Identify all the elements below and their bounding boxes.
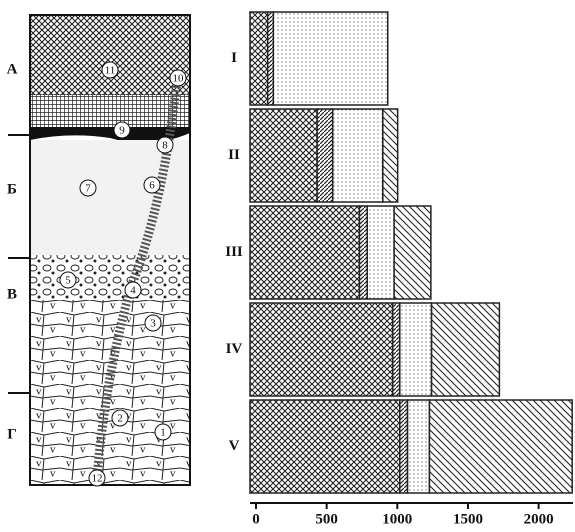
marker-circle <box>124 281 142 299</box>
bar-segment <box>249 302 394 397</box>
soil-profile <box>8 14 191 486</box>
x-tick-label: 2000 <box>524 511 554 527</box>
marker-circle <box>59 271 77 289</box>
horizon-label: В <box>7 286 17 302</box>
bar-segment <box>358 205 369 300</box>
bar-segment <box>331 108 384 203</box>
y-tick-label: II <box>228 147 240 163</box>
bar-segment <box>406 399 431 494</box>
bar-segment <box>391 302 401 397</box>
bar-segment <box>249 205 361 300</box>
x-tick-label: 500 <box>315 511 338 527</box>
marker-circle <box>101 61 119 79</box>
y-tick-label: IV <box>226 341 243 357</box>
bar-segment <box>316 108 334 203</box>
horizon-label: Б <box>7 181 17 197</box>
y-tick-label: V <box>229 438 240 454</box>
bar-segment <box>266 11 275 106</box>
bar-segment <box>382 108 399 203</box>
y-tick-label: I <box>231 50 237 66</box>
marker-circle <box>156 136 174 154</box>
bar-segment <box>428 399 573 494</box>
marker-circle <box>143 176 161 194</box>
bar-segment <box>272 11 389 106</box>
marker-circle <box>88 469 106 487</box>
x-tick-label: 1000 <box>382 511 412 527</box>
horizon-label: А <box>7 61 18 77</box>
bar-segment <box>249 108 318 203</box>
x-tick-label: 0 <box>252 511 260 527</box>
marker-label: 8 <box>162 140 168 152</box>
marker-label: 6 <box>149 180 155 192</box>
bar-segment <box>366 205 395 300</box>
bar-segment <box>399 399 409 494</box>
marker-circle <box>169 69 187 87</box>
x-tick-label: 1500 <box>453 511 483 527</box>
bar-segment <box>393 205 432 300</box>
marker-circle <box>144 314 162 332</box>
y-tick-label: III <box>225 244 243 260</box>
marker-circle <box>113 121 131 139</box>
horizon-label: Г <box>7 426 17 442</box>
bar-segment <box>249 399 401 494</box>
marker-circle <box>79 179 97 197</box>
marker-label: 7 <box>85 183 91 195</box>
bar-segment <box>430 302 501 397</box>
marker-label: 10 <box>173 73 185 85</box>
marker-label: 12 <box>92 473 103 485</box>
marker-circle <box>111 409 129 427</box>
marker-label: 3 <box>150 318 156 330</box>
marker-label: 5 <box>65 275 71 287</box>
bar-segment <box>249 11 269 106</box>
marker-label: 4 <box>130 285 136 297</box>
marker-label: 11 <box>105 65 116 77</box>
marker-label: 2 <box>117 413 123 425</box>
marker-circle <box>154 423 172 441</box>
marker-label: 1 <box>160 427 166 439</box>
bar-segment <box>399 302 433 397</box>
marker-label: 9 <box>119 125 125 137</box>
